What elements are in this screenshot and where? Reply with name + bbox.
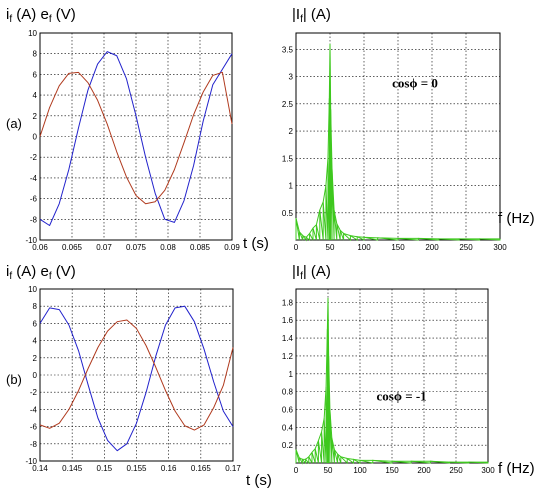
x-tick-label: 0 (294, 243, 299, 252)
x-axis-label: t (s) (246, 472, 272, 489)
y-tick-label: -8 (30, 440, 38, 449)
x-tick-label: 0.06 (32, 243, 48, 252)
x-tick-label: 300 (493, 243, 507, 252)
y-tick-label: 2 (33, 112, 38, 121)
y-tick-label: 10 (28, 285, 37, 294)
y-axis-label: |If| (A) (292, 6, 331, 25)
x-tick-label: 0 (294, 466, 299, 475)
x-tick-label: 250 (459, 243, 473, 252)
y-tick-label: 3.5 (282, 45, 294, 54)
y-tick-label: 4 (33, 91, 38, 100)
x-tick-label: 0.08 (160, 243, 176, 252)
chart-spec_a: 0 50 100 150 200 250 300 0.5 1 1.5 2 2.5 3 3.5 |If| (A… (282, 6, 535, 252)
y-tick-label: 8 (33, 50, 38, 59)
y-axis-label: if (A) ef (V) (6, 6, 76, 25)
x-axis-label: f (Hz) (498, 460, 535, 477)
y-tick-label: 6 (33, 319, 38, 328)
y-tick-label: 0.6 (282, 405, 294, 414)
x-tick-label: 200 (425, 243, 439, 252)
y-tick-label: 0 (33, 133, 38, 142)
series-line-current (39, 305, 234, 452)
y-tick-label: 1 (289, 182, 294, 191)
x-tick-label: 300 (481, 466, 495, 475)
y-tick-label: -6 (30, 195, 38, 204)
panel-label-a: (a) (6, 116, 22, 131)
x-tick-label: 0.16 (161, 464, 177, 473)
x-tick-label: 0.155 (126, 464, 147, 473)
x-tick-label: 0.165 (191, 464, 212, 473)
x-tick-label: 0.09 (224, 243, 240, 252)
series-envelope-spectrum (295, 43, 500, 240)
series-line-spectrum (295, 43, 501, 242)
y-axis-label: |If| (A) (292, 263, 331, 282)
x-tick-label: 0.17 (225, 464, 241, 473)
y-tick-label: -6 (30, 423, 38, 432)
x-tick-label: 0.085 (190, 243, 211, 252)
x-axis-label: f (Hz) (498, 210, 535, 227)
panel-label-b: (b) (6, 372, 22, 387)
x-tick-label: 100 (357, 243, 371, 252)
x-tick-label: 150 (391, 243, 405, 252)
series-line-emf (39, 319, 234, 431)
x-tick-label: 50 (326, 243, 335, 252)
x-tick-label: 0.07 (96, 243, 112, 252)
y-tick-label: 0.4 (282, 423, 294, 432)
x-axis-label: t (s) (243, 235, 269, 252)
x-tick-label: 100 (353, 466, 367, 475)
y-tick-label: 4 (33, 337, 38, 346)
series-line-spectrum (295, 297, 489, 465)
y-tick-label: -10 (25, 236, 37, 245)
y-tick-label: 0 (33, 371, 38, 380)
y-tick-label: 6 (33, 70, 38, 79)
y-tick-label: -8 (30, 215, 38, 224)
y-tick-label: 0.5 (282, 209, 294, 218)
y-tick-label: 1.6 (282, 316, 294, 325)
y-tick-label: 10 (28, 29, 37, 38)
x-tick-label: 200 (417, 466, 431, 475)
power-factor-annotation: cosϕ = 0 (392, 75, 438, 90)
y-tick-label: 1.2 (282, 352, 294, 361)
y-tick-label: 1.8 (282, 298, 294, 307)
y-tick-label: 8 (33, 302, 38, 311)
x-tick-label: 0.15 (97, 464, 113, 473)
y-tick-label: -2 (30, 388, 38, 397)
chart-spec_b: 0 50 100 150 200 250 300 0.2 0.4 0.6 0.8 1 1.2 1.4 1.6… (282, 263, 535, 477)
chart-time_a: 0.06 0.065 0.07 0.075 0.08 0.085 0.09 -10 -8 -6 -4… (6, 6, 269, 252)
x-tick-label: 0.145 (62, 464, 83, 473)
y-tick-label: 2 (33, 354, 38, 363)
power-factor-annotation: cosϕ = -1 (376, 389, 426, 404)
x-tick-label: 250 (449, 466, 463, 475)
y-tick-label: -2 (30, 153, 38, 162)
y-tick-label: -10 (25, 457, 37, 466)
y-tick-label: 0.8 (282, 388, 294, 397)
y-tick-label: 3 (289, 73, 294, 82)
x-tick-label: 0.075 (126, 243, 147, 252)
x-tick-label: 50 (324, 466, 333, 475)
y-tick-label: 1.5 (282, 154, 294, 163)
series-envelope-spectrum (295, 297, 488, 463)
y-tick-label: 0.2 (282, 441, 294, 450)
chart-time_b: 0.14 0.145 0.15 0.155 0.16 0.165 0.17 -10 -8 -6 -4… (6, 263, 272, 489)
x-tick-label: 150 (385, 466, 399, 475)
y-tick-label: 2.5 (282, 100, 294, 109)
y-tick-label: 2 (289, 127, 294, 136)
series-line-emf (39, 71, 233, 205)
y-tick-label: 1.4 (282, 334, 294, 343)
series-line-current (39, 51, 233, 227)
x-tick-label: 0.14 (32, 464, 48, 473)
y-tick-label: -4 (30, 174, 38, 183)
y-axis-label: if (A) ef (V) (6, 263, 76, 282)
x-tick-label: 0.065 (62, 243, 83, 252)
y-tick-label: 1 (289, 370, 294, 379)
y-tick-label: -4 (30, 405, 38, 414)
